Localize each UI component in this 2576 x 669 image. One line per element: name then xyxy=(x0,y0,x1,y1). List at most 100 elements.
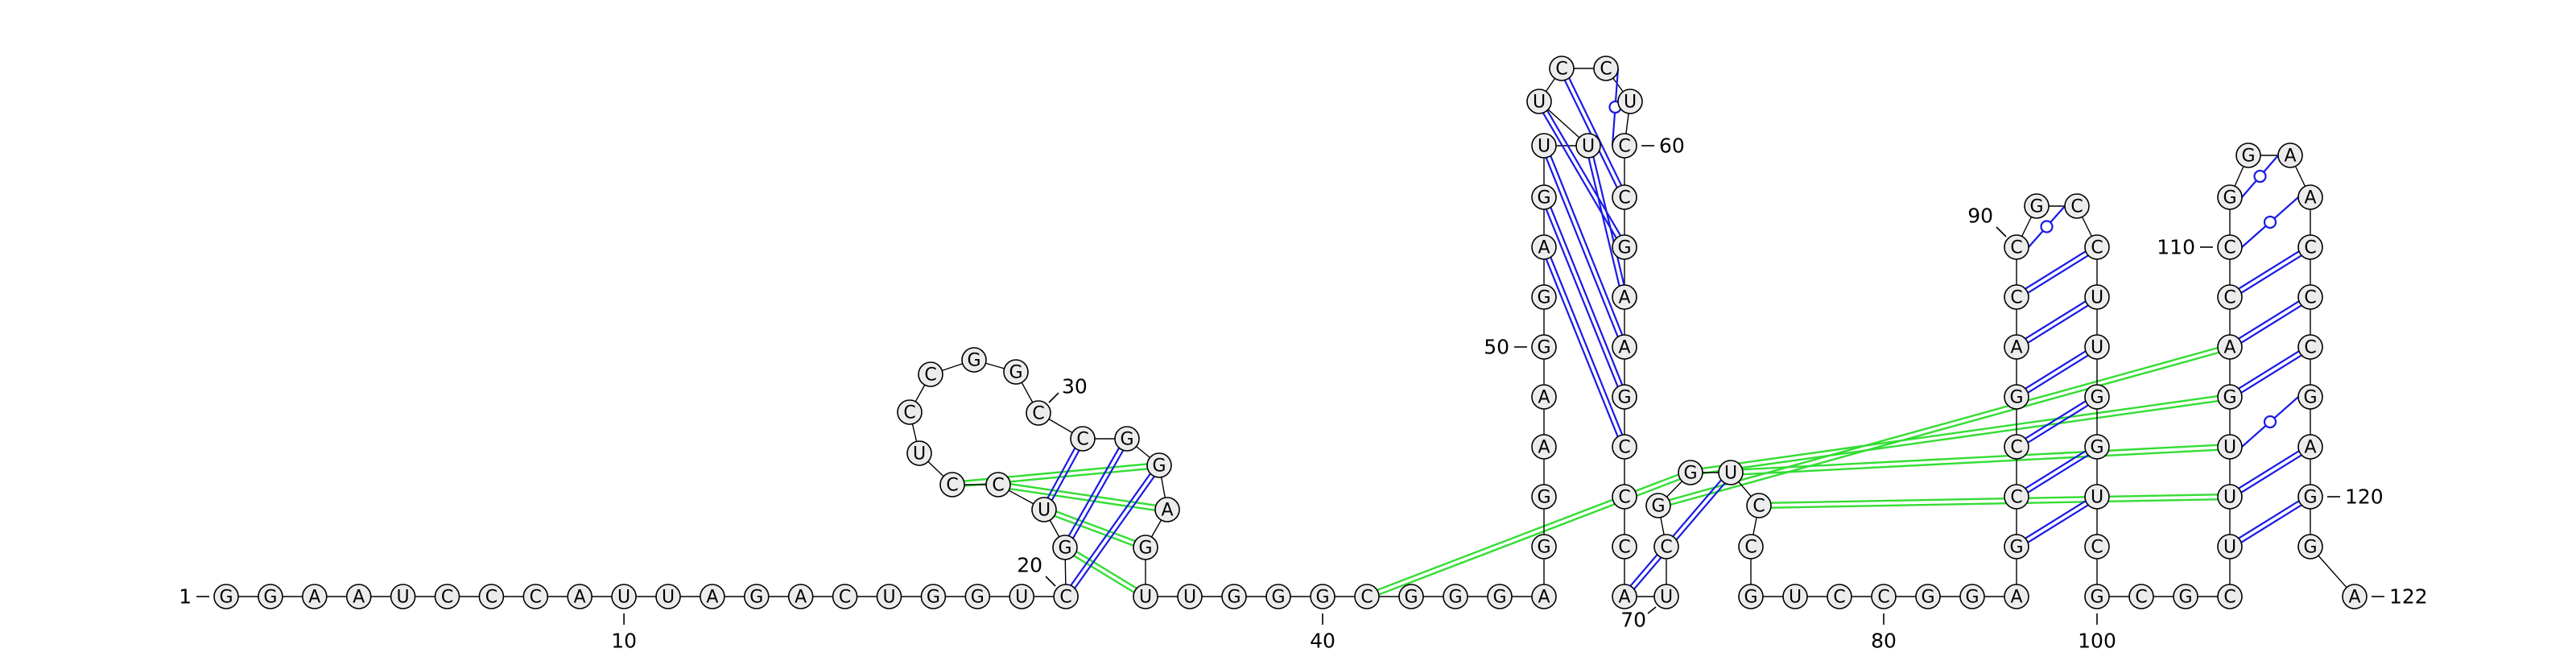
nucleotide-letter: A xyxy=(1538,438,1550,458)
base-pair-line xyxy=(1074,476,1155,589)
nucleotide-circle xyxy=(2084,484,2110,510)
nucleotide: C xyxy=(1738,534,1764,560)
base-pair-line xyxy=(2027,404,2089,444)
nucleotide-circle xyxy=(2084,234,2110,260)
nucleotide: C xyxy=(1612,534,1637,560)
nucleotide-letter: G xyxy=(1683,464,1697,484)
nucleotide-circle xyxy=(964,584,991,609)
nucleotide-letter: G xyxy=(1537,288,1550,308)
nucleotide-letter: C xyxy=(924,365,936,386)
nucleotide: G xyxy=(1146,452,1172,478)
nucleotide-circle xyxy=(2004,334,2029,360)
nucleotide-circle xyxy=(1531,534,1557,560)
nucleotide-circle xyxy=(2084,284,2110,310)
nucleotide-letter: U xyxy=(1015,588,1028,608)
nucleotide-letter: G xyxy=(971,588,985,608)
nucleotide: C xyxy=(2004,284,2029,310)
nucleotide: C xyxy=(2217,284,2243,310)
nucleotide-circle xyxy=(2217,234,2243,260)
nucleotide: C xyxy=(1612,133,1637,159)
nucleotide: U xyxy=(1133,584,1158,609)
nucleotide: G xyxy=(213,584,239,609)
nucleotide: C xyxy=(522,584,549,609)
base-pair-line xyxy=(1550,155,1624,336)
nucleotide-letter: G xyxy=(1271,588,1285,608)
nucleotide: U xyxy=(1653,584,1679,609)
nucleotide-letter: A xyxy=(1161,501,1173,521)
nucleotide-letter: C xyxy=(839,588,851,608)
nucleotide-circle xyxy=(1827,584,1852,609)
nucleotide-circle xyxy=(1738,584,1764,609)
nucleotide-circle xyxy=(939,472,965,498)
nucleotide-letter: G xyxy=(2090,588,2103,608)
nucleotide-letter: U xyxy=(617,588,630,608)
nucleotide: C xyxy=(2217,584,2243,609)
nucleotide-circle xyxy=(1678,460,1703,485)
nucleotide: G xyxy=(1531,484,1557,510)
nucleotide: C xyxy=(2004,234,2029,260)
nucleotide: U xyxy=(1009,584,1034,609)
pseudoknot-pair-line xyxy=(1010,483,1156,507)
nucleotide-circle xyxy=(1612,334,1637,360)
nucleotide-circle xyxy=(1653,534,1679,560)
base-pair-line xyxy=(1070,473,1151,586)
nucleotide-circle xyxy=(2064,193,2090,219)
nucleotide: C xyxy=(2297,334,2323,360)
nucleotide: C xyxy=(2064,193,2090,219)
nucleotide-letter: G xyxy=(967,351,980,371)
nucleotide-letter: C xyxy=(1752,497,1765,517)
nucleotide: C xyxy=(2297,234,2323,260)
nucleotide-circle xyxy=(2004,584,2029,609)
position-label: 110 xyxy=(2157,236,2195,259)
nucleotide: G xyxy=(1310,584,1335,609)
nucleotide-circle xyxy=(1487,584,1513,609)
nucleotide-circle xyxy=(1053,584,1079,609)
nucleotide-letter: C xyxy=(1618,488,1630,508)
nucleotide: G xyxy=(2004,534,2029,560)
nucleotide: U xyxy=(1617,89,1643,114)
nucleotide-circle xyxy=(2297,234,2323,260)
nucleotide-letter: C xyxy=(2091,238,2103,258)
base-pair-line xyxy=(2240,454,2302,493)
nucleotide-circle xyxy=(1154,497,1180,522)
nucleotide-letter: G xyxy=(2303,538,2317,558)
nucleotide: A xyxy=(345,584,372,609)
nucleotide: G xyxy=(2297,484,2323,510)
nucleotide-letter: G xyxy=(1537,538,1550,558)
nucleotide: A xyxy=(2217,334,2243,360)
nucleotide-circle xyxy=(655,584,681,609)
nucleotide-circle xyxy=(1531,284,1557,310)
nucleotide: G xyxy=(1052,535,1078,560)
nucleotide: C xyxy=(1612,484,1637,510)
nucleotide-letter: A xyxy=(2304,438,2316,458)
nucleotide: A xyxy=(787,584,814,609)
nucleotide-letter: U xyxy=(2091,338,2103,358)
base-pair-line xyxy=(2025,350,2087,390)
pseudoknot-pair-line xyxy=(1075,551,1137,589)
nucleotide-letter: C xyxy=(2223,588,2235,608)
nucleotide: G xyxy=(1645,493,1671,518)
nucleotide-circle xyxy=(1617,89,1643,114)
nucleotide-letter: U xyxy=(882,588,895,608)
nucleotide: G xyxy=(964,584,991,609)
nucleotide-circle xyxy=(434,584,460,609)
nucleotide: A xyxy=(2004,584,2029,609)
base-pair-line xyxy=(2025,250,2087,290)
nucleotide: A xyxy=(1531,434,1557,460)
nucleotide-letter: C xyxy=(2010,438,2022,458)
nucleotide-circle xyxy=(1612,534,1637,560)
nucleotide-circle xyxy=(1531,384,1557,410)
nucleotide-circle xyxy=(1593,56,1619,81)
nucleotide-letter: U xyxy=(2091,288,2103,308)
nucleotide-circle xyxy=(1612,384,1637,410)
nucleotide: C xyxy=(918,361,943,387)
pseudoknot-pair-line xyxy=(1703,399,2219,475)
nucleotide-circle xyxy=(213,584,239,609)
nucleotide-circle xyxy=(700,584,725,609)
base-pair-line xyxy=(2240,254,2302,294)
nucleotide-letter: C xyxy=(2010,238,2022,258)
nucleotide: G xyxy=(1487,584,1513,609)
nucleotide: C xyxy=(1746,493,1772,518)
nucleotide-circle xyxy=(390,584,416,609)
nucleotide: U xyxy=(2084,334,2110,360)
